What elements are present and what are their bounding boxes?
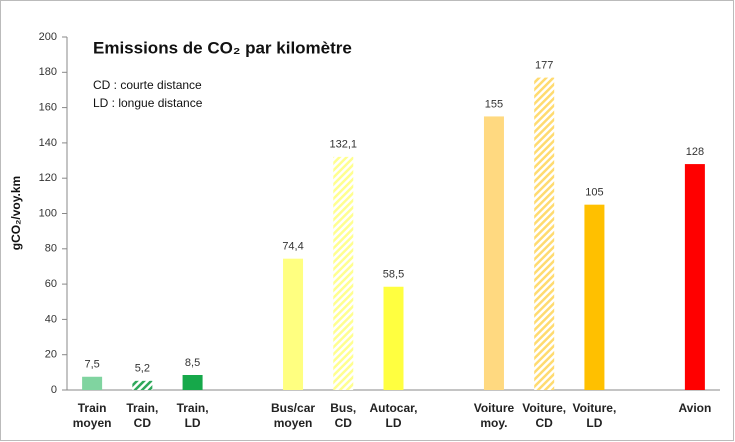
x-tick-label: Autocar, LD	[369, 401, 417, 430]
y-tick-label: 180	[39, 66, 57, 78]
y-tick-label: 140	[39, 137, 57, 149]
bar	[383, 286, 404, 390]
bar	[684, 164, 705, 390]
data-label: 74,4	[282, 241, 303, 253]
data-label: 177	[535, 60, 553, 72]
y-tick-label: 60	[45, 278, 57, 290]
y-tick-label: 20	[45, 349, 57, 361]
y-tick-label: 160	[39, 102, 57, 114]
bar	[182, 374, 203, 390]
x-tick-label: Voiture moy.	[474, 401, 515, 430]
data-label: 105	[585, 187, 603, 199]
bar	[534, 77, 555, 390]
data-label: 8,5	[185, 357, 200, 369]
x-tick-label: Train, LD	[177, 401, 209, 430]
x-tick-label: Voiture, CD	[522, 401, 566, 430]
x-tick-label: Bus/car moyen	[271, 401, 315, 430]
y-tick-label: 200	[39, 31, 57, 43]
y-tick-label: 40	[45, 313, 57, 325]
data-label: 155	[485, 98, 503, 110]
y-axis-label: gCO₂/voy.km	[9, 176, 23, 250]
x-tick-label: Train, CD	[126, 401, 158, 430]
data-label: 128	[686, 146, 704, 158]
y-tick-label: 120	[39, 172, 57, 184]
data-label: 58,5	[383, 269, 404, 281]
bar	[283, 258, 304, 390]
bar	[333, 156, 354, 390]
y-tick-label: 80	[45, 243, 57, 255]
x-tick-label: Voiture, LD	[573, 401, 617, 430]
y-tick-label: 0	[51, 384, 57, 396]
x-tick-label: Avion	[678, 401, 711, 415]
data-label: 5,2	[135, 363, 150, 375]
bar	[584, 204, 605, 390]
x-tick-label: Bus, CD	[330, 401, 356, 430]
data-label: 132,1	[330, 139, 358, 151]
bar	[132, 380, 153, 390]
bar	[82, 376, 103, 390]
annotation: LD : longue distance	[93, 96, 203, 110]
annotation: CD : courte distance	[93, 78, 202, 92]
data-label: 7,5	[84, 359, 99, 371]
chart-title: Emissions de CO₂ par kilomètre	[93, 38, 352, 57]
y-tick-label: 100	[39, 207, 57, 219]
x-tick-label: Train moyen	[73, 401, 112, 430]
bar	[483, 116, 504, 391]
